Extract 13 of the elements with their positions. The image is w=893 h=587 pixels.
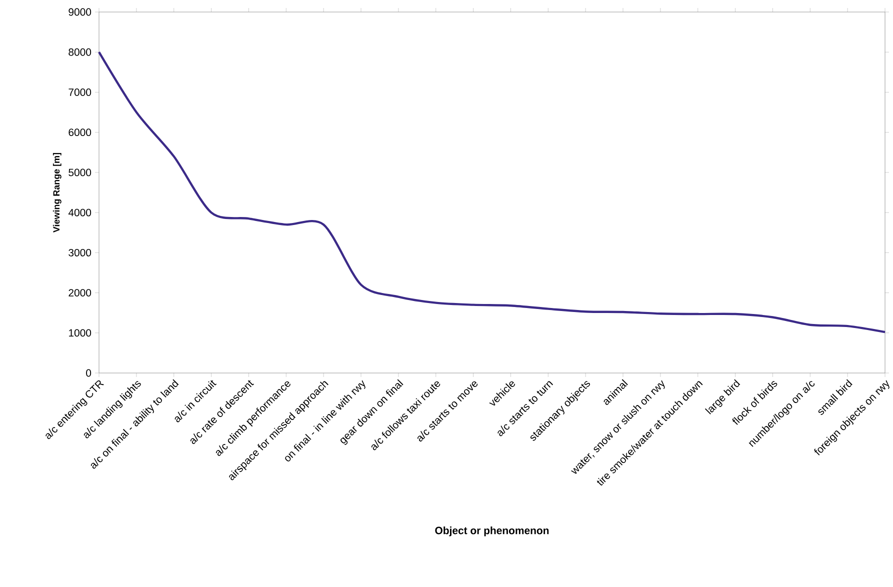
x-axis-title: Object or phenomenon	[435, 526, 549, 536]
y-tick-label: 6000	[68, 128, 92, 136]
y-tick-label: 7000	[68, 88, 92, 96]
y-tick-label: 0	[86, 369, 92, 377]
y-tick-label: 2000	[68, 289, 92, 296]
y-tick-label: 1000	[69, 329, 92, 337]
y-axis-title: Viewing Range [m]	[52, 152, 62, 232]
y-tick-label: 3000	[68, 248, 92, 256]
y-tick-label: 4000	[68, 208, 92, 216]
y-tick-label: 5000	[68, 168, 92, 176]
y-tick-label: 8000	[68, 48, 92, 56]
y-tick-label: 9000	[68, 8, 92, 16]
line-series	[98, 51, 886, 334]
